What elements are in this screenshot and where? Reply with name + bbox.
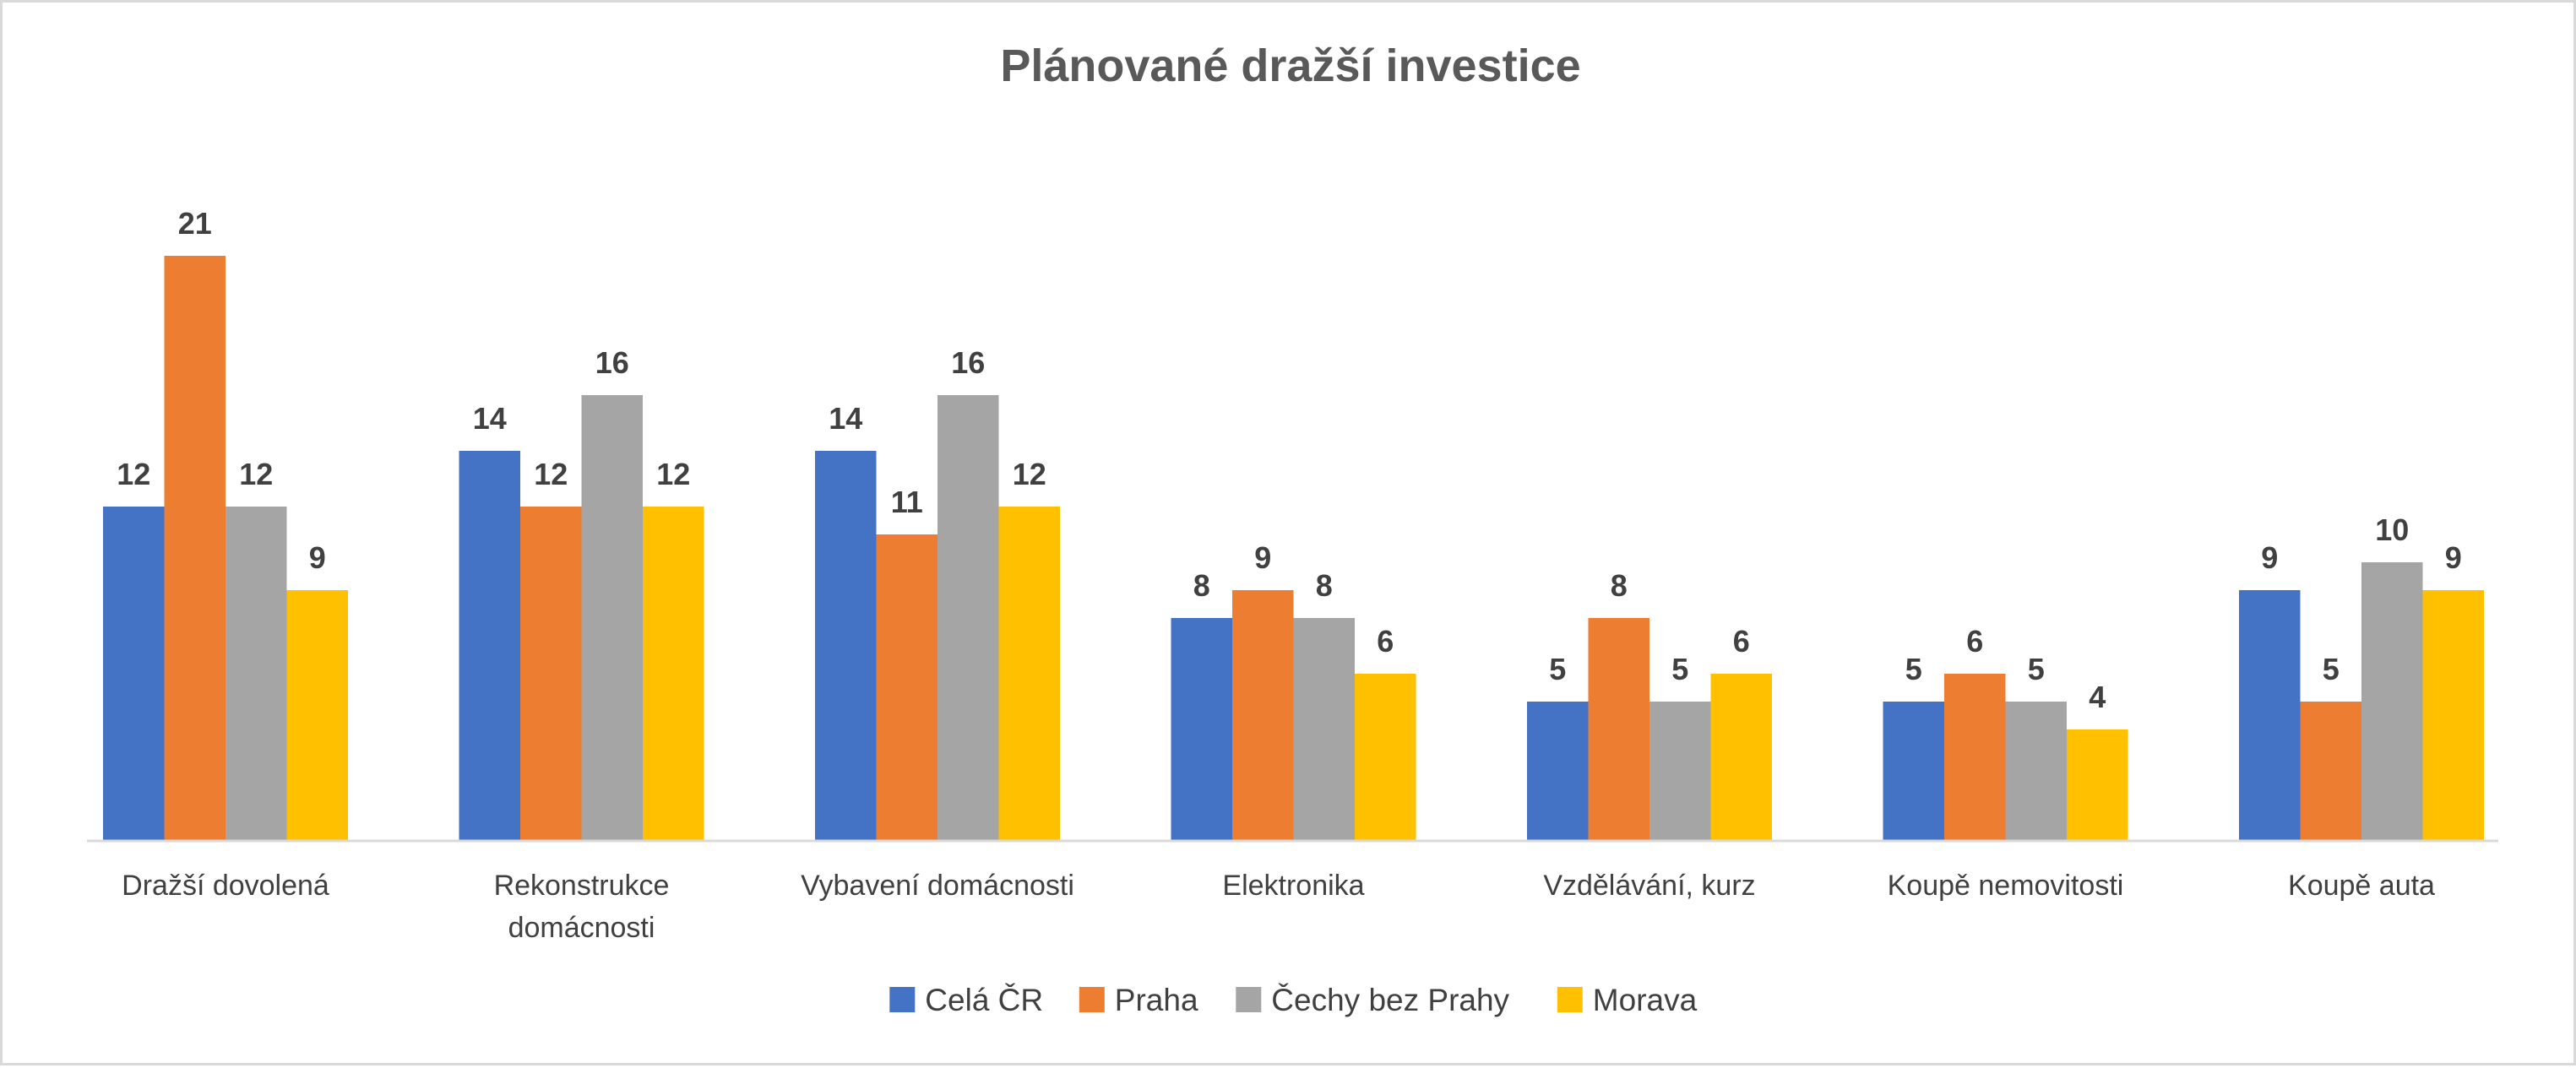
data-label-2-7: 5: [2323, 652, 2340, 686]
data-label-2-1: 21: [178, 206, 212, 241]
data-label-3-1: 12: [239, 457, 273, 491]
legend-label: Praha: [1115, 983, 1198, 1017]
data-label-4-1: 9: [309, 540, 326, 575]
data-label-4-4: 6: [1377, 624, 1394, 659]
bar-4-7: [2422, 590, 2484, 841]
bar-1-2: [459, 451, 520, 841]
bar-2-5: [1588, 618, 1649, 841]
legend-swatch: [1557, 987, 1583, 1012]
data-label-4-2: 12: [656, 457, 690, 491]
legend-swatch: [1236, 987, 1262, 1012]
legend-label: Celá ČR: [925, 983, 1043, 1017]
category-label: Dražší dovolená: [122, 870, 329, 902]
bar-4-6: [2067, 729, 2128, 841]
data-label-2-5: 8: [1611, 568, 1628, 603]
data-label-1-4: 8: [1193, 568, 1210, 603]
bar-3-1: [226, 507, 287, 841]
chart-title: Plánované dražší investice: [1000, 41, 1580, 91]
legend-swatch: [889, 987, 916, 1012]
bar-1-5: [1527, 702, 1589, 841]
category-label: Koupě auta: [2288, 870, 2435, 902]
bar-4-1: [286, 590, 348, 841]
category-label: Elektronika: [1222, 870, 1364, 902]
bar-2-4: [1232, 590, 1294, 841]
bar-4-4: [1355, 674, 1416, 841]
data-label-2-2: 12: [534, 457, 568, 491]
bar-2-2: [520, 507, 582, 841]
legend-label: Morava: [1593, 983, 1698, 1017]
data-label-1-6: 5: [1905, 652, 1922, 686]
category-label: Koupě nemovitosti: [1888, 870, 2124, 902]
data-label-1-3: 14: [829, 401, 862, 436]
category-label: Vzdělávání, kurz: [1543, 870, 1755, 902]
bar-3-3: [937, 395, 999, 841]
legend[interactable]: Celá ČR Praha Čechy bez Prahy Morava: [889, 983, 1698, 1017]
bar-3-6: [2005, 702, 2067, 841]
data-label-1-2: 14: [473, 401, 507, 436]
data-label-3-2: 16: [595, 345, 629, 380]
legend-item-4[interactable]: Morava: [1557, 983, 1698, 1017]
category-label: domácnosti: [508, 912, 655, 944]
data-label-2-4: 9: [1254, 540, 1271, 575]
bars-layer: [103, 256, 2484, 841]
data-label-3-3: 16: [951, 345, 985, 380]
data-label-2-6: 6: [1966, 624, 1983, 659]
legend-item-2[interactable]: Praha: [1079, 983, 1198, 1017]
data-label-4-5: 6: [1733, 624, 1750, 659]
data-label-3-4: 8: [1316, 568, 1333, 603]
legend-label: Čechy bez Prahy: [1271, 983, 1509, 1017]
bar-3-7: [2361, 562, 2423, 841]
bar-1-6: [1883, 702, 1944, 841]
bar-chart: Plánované dražší investice 12 21 12 9 14 12 16…: [87, 41, 2498, 1017]
bar-1-7: [2239, 590, 2301, 841]
data-label-1-1: 12: [117, 457, 150, 491]
bar-1-1: [103, 507, 165, 841]
bar-4-5: [1710, 674, 1772, 841]
legend-swatch: [1079, 987, 1105, 1012]
category-label: Rekonstrukce: [494, 870, 670, 902]
bar-3-2: [581, 395, 643, 841]
bar-1-3: [815, 451, 877, 841]
legend-item-1[interactable]: Celá ČR: [889, 983, 1043, 1017]
bar-4-3: [998, 507, 1060, 841]
data-label-2-3: 11: [891, 485, 923, 519]
data-label-3-7: 10: [2375, 512, 2409, 547]
data-label-3-5: 5: [1671, 652, 1688, 686]
bar-2-6: [1944, 674, 2006, 841]
data-label-4-6: 4: [2089, 680, 2106, 714]
data-label-1-7: 9: [2261, 540, 2278, 575]
legend-item-3[interactable]: Čechy bez Prahy: [1236, 983, 1510, 1017]
bar-4-2: [643, 507, 704, 841]
bar-3-5: [1649, 702, 1711, 841]
data-label-3-6: 5: [2028, 652, 2045, 686]
bar-2-3: [876, 534, 937, 841]
data-label-1-5: 5: [1549, 652, 1566, 686]
bar-2-1: [164, 256, 226, 841]
bar-2-7: [2300, 702, 2361, 841]
data-label-4-7: 9: [2445, 540, 2462, 575]
data-labels-layer: 12 21 12 9 14 12 16 12 14 11 16 12 8 9 8 6 5 8 5 6 5 6 5 4 9 5 10 9: [117, 206, 2462, 714]
category-label: Vybavení domácnosti: [801, 870, 1074, 902]
bar-1-4: [1171, 618, 1232, 841]
data-label-4-3: 12: [1013, 457, 1046, 491]
bar-3-4: [1293, 618, 1355, 841]
category-labels-layer: Dražší dovolená Rekonstrukce domácnosti Vyb…: [122, 870, 2435, 944]
